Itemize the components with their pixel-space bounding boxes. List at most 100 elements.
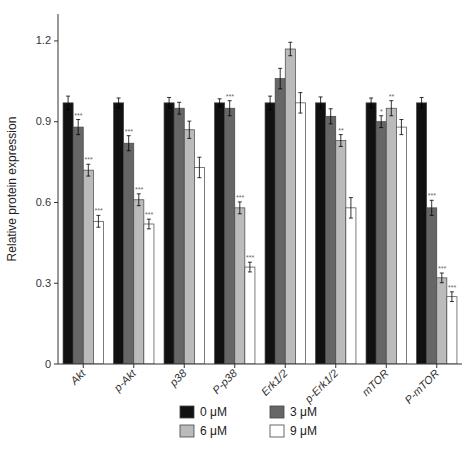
bar: [174, 108, 184, 364]
x-tick-label: P-mTOR: [402, 367, 441, 406]
error-bar: [379, 116, 383, 128]
bar: [184, 130, 194, 364]
y-tick-label: 1.2: [36, 34, 51, 46]
bar: [386, 108, 396, 364]
error-bar: [248, 262, 252, 272]
error-cap: [298, 113, 302, 114]
legend: 0 μM3 μM6 μM9 μM: [180, 405, 317, 438]
error-bar: [228, 101, 232, 116]
error-stem: [249, 262, 250, 272]
error-cap: [339, 134, 343, 135]
error-stem: [239, 202, 240, 214]
significance: ***: [438, 265, 446, 272]
bars: [63, 42, 457, 364]
legend-swatch: [180, 406, 194, 418]
significance: ***: [135, 186, 143, 193]
error-cap: [127, 150, 131, 151]
error-cap: [177, 102, 181, 103]
significance: ***: [236, 194, 244, 201]
bar: [215, 103, 225, 364]
bar: [124, 143, 134, 364]
x-axis: [58, 364, 462, 365]
error-bar: [319, 97, 323, 109]
bar: [194, 167, 204, 364]
x-tick-label: Erk1/2: [259, 367, 290, 398]
error-bar: [137, 194, 141, 206]
y-tick-label: 0.6: [36, 196, 51, 208]
bar: [326, 116, 336, 364]
y-tick-label: 0.9: [36, 115, 51, 127]
error-cap: [399, 134, 403, 135]
error-stem: [128, 136, 129, 151]
error-cap: [86, 164, 90, 165]
error-stem: [229, 101, 230, 116]
error-stem: [391, 101, 392, 116]
error-bar: [76, 120, 80, 135]
error-cap: [440, 282, 444, 283]
significance: **: [389, 93, 395, 100]
error-bar: [298, 93, 302, 113]
significance: ***: [246, 254, 254, 261]
error-cap: [76, 134, 80, 135]
bar: [285, 49, 295, 364]
error-cap: [117, 98, 121, 99]
error-cap: [167, 108, 171, 109]
error-bar: [268, 96, 272, 109]
y-tick: [54, 283, 58, 284]
legend-swatch: [270, 406, 284, 418]
error-cap: [450, 291, 454, 292]
error-cap: [167, 97, 171, 98]
error-bar: [369, 98, 373, 108]
error-bar: [238, 202, 242, 214]
error-cap: [450, 301, 454, 302]
error-bar: [339, 135, 343, 147]
error-stem: [270, 96, 271, 109]
error-bar: [288, 42, 292, 55]
error-cap: [329, 123, 333, 124]
error-cap: [268, 96, 272, 97]
error-cap: [319, 108, 323, 109]
error-cap: [147, 228, 151, 229]
error-bar: [66, 96, 70, 109]
error-cap: [329, 108, 333, 109]
error-stem: [340, 135, 341, 147]
bar: [437, 278, 447, 364]
bar: [336, 141, 346, 364]
error-bar: [278, 68, 282, 88]
error-cap: [440, 273, 444, 274]
error-stem: [441, 273, 442, 283]
error-cap: [349, 218, 353, 219]
significance: ***: [74, 112, 82, 119]
significance: ***: [448, 284, 456, 291]
y-tick-label: 0.3: [36, 277, 51, 289]
error-cap: [66, 109, 70, 110]
bar: [316, 103, 326, 364]
bar: [396, 127, 406, 364]
bar: [63, 103, 73, 364]
x-tick: [436, 364, 437, 368]
bar: [245, 267, 255, 364]
error-cap: [96, 227, 100, 228]
error-stem: [169, 97, 170, 108]
error-cap: [218, 106, 222, 107]
error-bar: [86, 164, 90, 176]
error-bar: [96, 215, 100, 227]
error-bar: [197, 157, 201, 177]
error-cap: [420, 108, 424, 109]
error-bar: [399, 120, 403, 135]
error-cap: [86, 176, 90, 177]
error-stem: [300, 93, 301, 113]
y-tick: [54, 202, 58, 203]
significance: ***: [84, 156, 92, 163]
x-tick: [285, 364, 286, 368]
significance: ***: [428, 192, 436, 199]
bar: [346, 208, 356, 364]
bar: [417, 103, 427, 364]
y-axis: [58, 14, 59, 364]
x-tick: [133, 364, 134, 368]
error-bar: [430, 200, 434, 215]
error-cap: [389, 100, 393, 101]
error-cap: [278, 88, 282, 89]
bar: [295, 103, 305, 364]
bar: [164, 103, 174, 364]
